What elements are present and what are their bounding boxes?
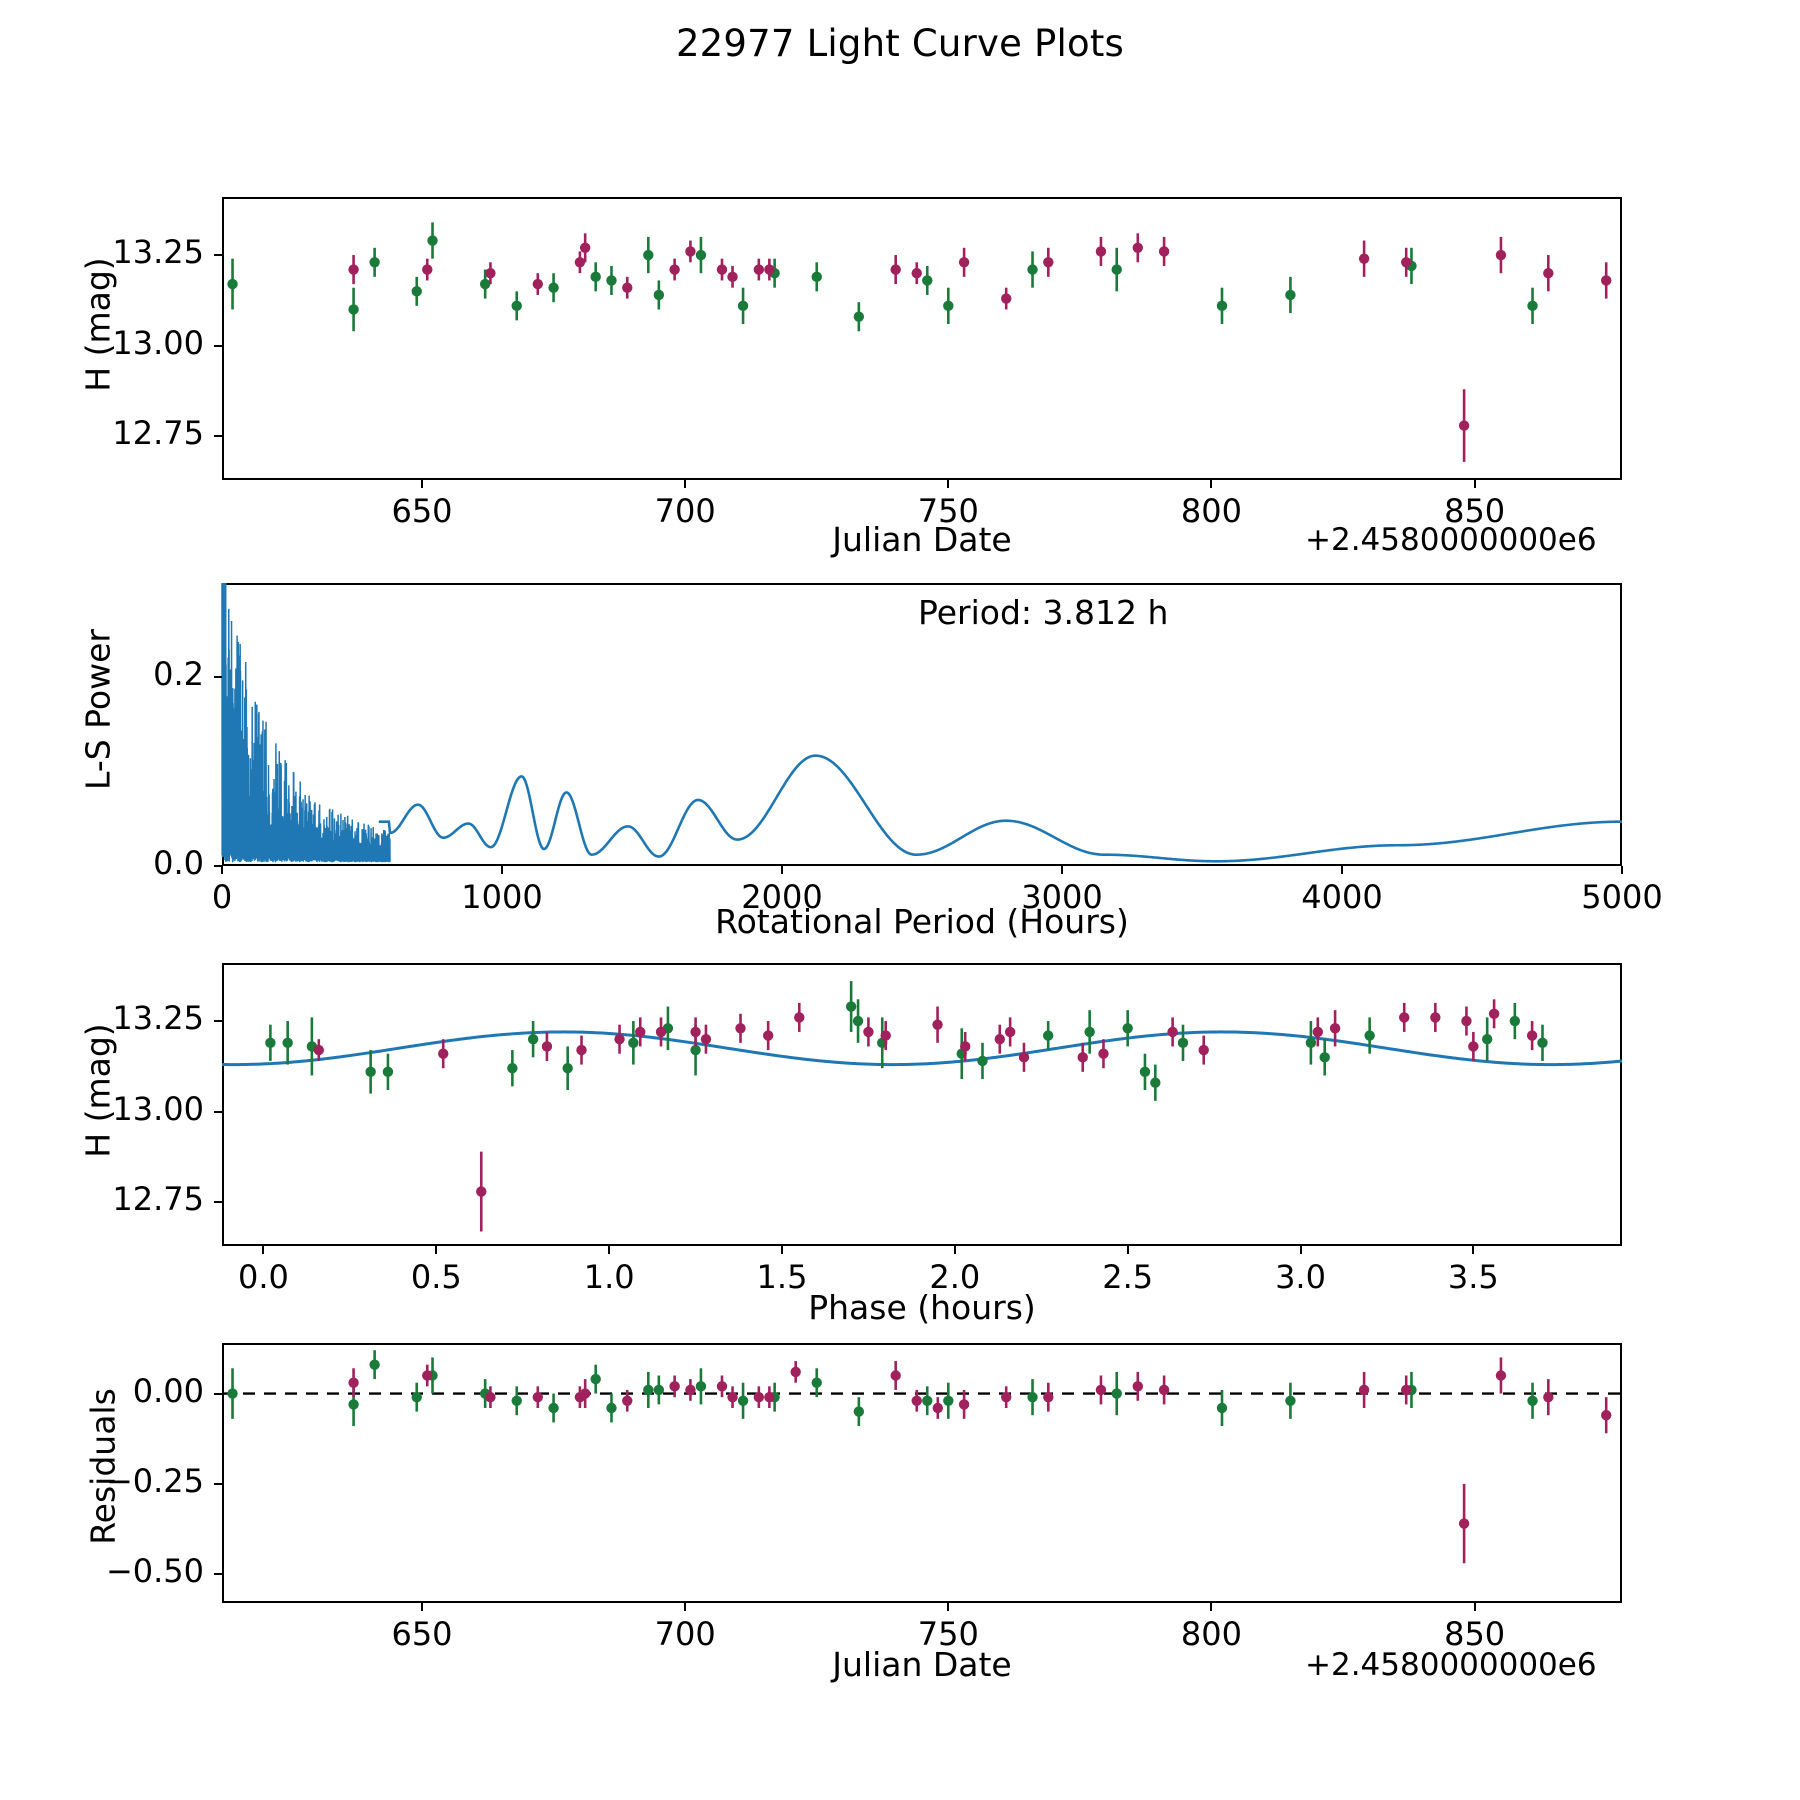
x-tick-label: 3.0 <box>1275 1258 1326 1296</box>
x-tick-label: 0.5 <box>410 1258 462 1296</box>
light-curve-panel <box>222 197 1622 480</box>
series-magenta <box>313 999 1538 1231</box>
y-tick-label: 0.2 <box>153 655 204 694</box>
residuals-axes-frame <box>222 1343 1622 1603</box>
x-tick-label: 5000 <box>1581 878 1663 916</box>
x-tick-mark <box>1472 1246 1475 1254</box>
phase-folded-plot-area <box>222 963 1622 1246</box>
x-tick-mark <box>684 480 687 488</box>
x-tick-mark <box>421 480 423 488</box>
y-tick-label: −0.25 <box>105 1461 204 1500</box>
y-tick-mark <box>214 1020 222 1023</box>
x-tick-label: 1000 <box>461 878 543 916</box>
x-tick-label: 2.5 <box>1102 1258 1154 1296</box>
y-tick-mark <box>214 344 222 347</box>
y-tick-mark <box>214 676 222 679</box>
y-tick-label: 13.25 <box>112 999 204 1038</box>
y-tick-mark <box>214 254 222 257</box>
light-curve-axes-frame <box>222 197 1622 480</box>
x-tick-label: 750 <box>917 492 979 530</box>
light-curve-x-axis-label: Julian Date <box>832 520 1012 559</box>
x-tick-mark <box>781 1246 783 1254</box>
x-tick-mark <box>947 480 950 488</box>
x-tick-label: 1.5 <box>756 1258 808 1296</box>
x-tick-mark <box>1126 1246 1129 1254</box>
x-tick-mark <box>1473 480 1476 488</box>
x-tick-mark <box>947 1603 950 1611</box>
series-green <box>227 222 1538 331</box>
periodogram-axes-frame <box>222 583 1622 866</box>
phase-folded-axes-frame <box>222 963 1622 1246</box>
x-tick-mark <box>262 1246 265 1254</box>
y-tick-mark <box>214 1482 222 1485</box>
x-tick-mark <box>684 1603 687 1611</box>
x-tick-label: 750 <box>917 1615 979 1653</box>
phase-folded-panel <box>222 963 1622 1246</box>
y-tick-mark <box>214 865 222 867</box>
x-tick-mark <box>1473 1603 1476 1611</box>
x-tick-mark <box>1061 866 1063 874</box>
x-tick-label: 800 <box>1180 492 1242 530</box>
x-tick-label: 3.5 <box>1447 1258 1499 1296</box>
y-tick-mark <box>214 435 222 438</box>
periodogram-panel <box>222 583 1622 866</box>
y-tick-label: 13.25 <box>112 233 204 272</box>
y-tick-mark <box>214 1392 222 1395</box>
x-tick-mark <box>1299 1246 1302 1254</box>
y-tick-mark <box>214 1573 222 1576</box>
periodogram-y-axis-label: L-S Power <box>78 629 118 790</box>
x-tick-label: 700 <box>654 492 716 530</box>
periodogram-plot-area <box>222 583 1622 866</box>
y-tick-label: 13.00 <box>112 1089 204 1128</box>
x-tick-mark <box>953 1246 956 1254</box>
series-green <box>227 1350 1538 1426</box>
x-tick-mark <box>501 866 503 874</box>
light-curve-plot-area <box>227 197 1612 480</box>
x-tick-label: 700 <box>654 1615 716 1653</box>
periodogram-x-axis-label: Rotational Period (Hours) <box>715 902 1129 941</box>
y-tick-label: 12.75 <box>112 1180 204 1219</box>
page-title: 22977 Light Curve Plots <box>675 22 1125 65</box>
residuals-x-offset-text: +2.4580000000e6 <box>1305 1647 1597 1683</box>
y-tick-label: 0.0 <box>153 844 204 882</box>
x-tick-label: 2000 <box>741 878 823 916</box>
x-tick-mark <box>435 1246 438 1254</box>
x-tick-label: 4000 <box>1301 878 1383 916</box>
y-tick-mark <box>214 1110 222 1113</box>
y-tick-mark <box>214 1201 222 1204</box>
x-tick-label: 800 <box>1180 1615 1242 1653</box>
x-tick-label: 3000 <box>1021 878 1103 916</box>
x-tick-mark <box>1210 480 1213 488</box>
residuals-plot-area <box>222 1343 1622 1603</box>
x-tick-label: 850 <box>1444 1615 1506 1653</box>
series-magenta <box>348 1357 1612 1563</box>
y-tick-label: 12.75 <box>112 414 204 453</box>
x-tick-label: 0.0 <box>238 1258 289 1296</box>
x-tick-label: 0 <box>211 878 233 916</box>
x-tick-label: 650 <box>391 492 453 530</box>
x-tick-mark <box>221 866 223 874</box>
series-magenta <box>348 233 1612 462</box>
x-tick-mark <box>421 1603 423 1611</box>
x-tick-label: 1.0 <box>583 1258 635 1296</box>
residuals-panel <box>222 1343 1622 1603</box>
y-tick-label: −0.50 <box>105 1552 204 1591</box>
x-tick-mark <box>1621 866 1623 874</box>
x-tick-mark <box>1210 1603 1213 1611</box>
y-tick-label: 0.00 <box>132 1371 204 1410</box>
x-tick-mark <box>608 1246 611 1254</box>
x-tick-label: 850 <box>1444 492 1506 530</box>
x-tick-mark <box>1341 866 1343 874</box>
period-annotation: Period: 3.812 h <box>918 593 1169 632</box>
phase-folded-x-axis-label: Phase (hours) <box>808 1288 1036 1327</box>
residuals-x-axis-label: Julian Date <box>832 1645 1012 1684</box>
y-tick-label: 13.00 <box>112 323 204 362</box>
x-tick-label: 2.0 <box>929 1258 981 1296</box>
light-curve-x-offset-text: +2.4580000000e6 <box>1305 522 1597 558</box>
x-tick-label: 650 <box>391 1615 453 1653</box>
x-tick-mark <box>781 866 783 874</box>
